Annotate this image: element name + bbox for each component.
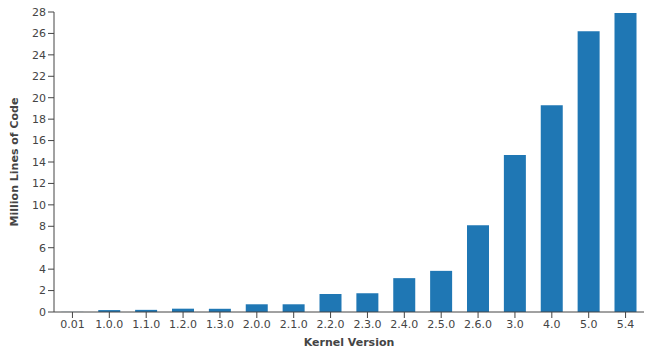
svg-text:1.3.0: 1.3.0 bbox=[206, 318, 234, 331]
svg-text:10: 10 bbox=[32, 199, 46, 212]
svg-text:1.0.0: 1.0.0 bbox=[95, 318, 123, 331]
svg-text:5.0: 5.0 bbox=[580, 318, 598, 331]
svg-text:20: 20 bbox=[32, 92, 46, 105]
svg-text:1.2.0: 1.2.0 bbox=[169, 318, 197, 331]
svg-text:0.01: 0.01 bbox=[60, 318, 85, 331]
svg-text:2.5.0: 2.5.0 bbox=[427, 318, 455, 331]
svg-text:2: 2 bbox=[39, 284, 46, 297]
svg-text:2.4.0: 2.4.0 bbox=[390, 318, 418, 331]
svg-text:2.0.0: 2.0.0 bbox=[243, 318, 271, 331]
svg-text:0: 0 bbox=[39, 306, 46, 319]
svg-text:1.1.0: 1.1.0 bbox=[132, 318, 160, 331]
svg-text:4: 4 bbox=[39, 263, 46, 276]
svg-text:3.0: 3.0 bbox=[506, 318, 524, 331]
svg-text:2.6.0: 2.6.0 bbox=[464, 318, 492, 331]
svg-text:18: 18 bbox=[32, 113, 46, 126]
svg-text:16: 16 bbox=[32, 134, 46, 147]
svg-text:28: 28 bbox=[32, 8, 46, 19]
svg-text:Million Lines of Code: Million Lines of Code bbox=[8, 98, 21, 227]
svg-text:2.2.0: 2.2.0 bbox=[317, 318, 345, 331]
svg-text:2.1.0: 2.1.0 bbox=[280, 318, 308, 331]
svg-text:24: 24 bbox=[32, 49, 46, 62]
svg-text:6: 6 bbox=[39, 242, 46, 255]
svg-text:26: 26 bbox=[32, 27, 46, 40]
svg-text:5.4: 5.4 bbox=[617, 318, 635, 331]
svg-text:12: 12 bbox=[32, 177, 46, 190]
svg-text:4.0: 4.0 bbox=[543, 318, 561, 331]
svg-text:8: 8 bbox=[39, 220, 46, 233]
svg-text:14: 14 bbox=[32, 156, 46, 169]
svg-text:Kernel Version: Kernel Version bbox=[304, 336, 395, 348]
svg-text:2.3.0: 2.3.0 bbox=[353, 318, 381, 331]
svg-text:22: 22 bbox=[32, 70, 46, 83]
